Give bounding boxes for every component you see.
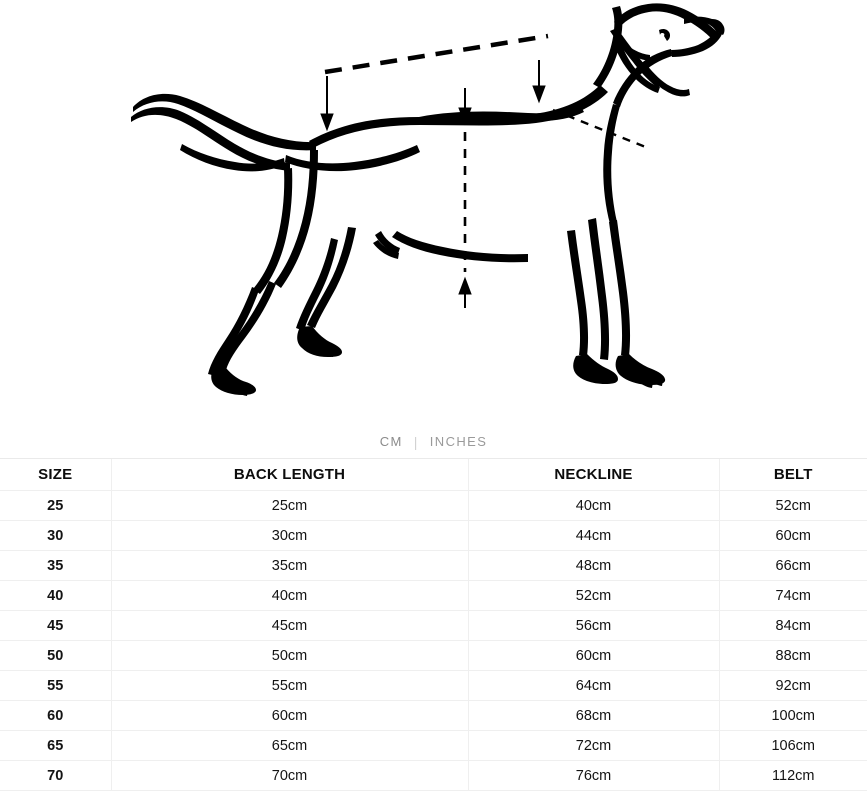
- unit-option-cm[interactable]: CM: [379, 433, 403, 449]
- table-row: 45 45cm 56cm 84cm: [0, 610, 867, 641]
- cell-neckline: 76cm: [468, 760, 720, 791]
- cell-neckline: 52cm: [468, 580, 720, 611]
- column-header-back-length: BACK LENGTH: [111, 459, 469, 491]
- cell-size: 25: [0, 490, 112, 521]
- cell-belt: 112cm: [719, 760, 867, 791]
- back-arrow-2: [458, 88, 472, 126]
- table-row: 50 50cm 60cm 88cm: [0, 640, 867, 671]
- table-row: 35 35cm 48cm 66cm: [0, 550, 867, 581]
- cell-back-length: 40cm: [111, 580, 469, 611]
- measurement-arrows: [320, 60, 546, 308]
- cell-back-length: 70cm: [111, 760, 469, 791]
- unit-separator: |: [413, 433, 419, 450]
- cell-back-length: 50cm: [111, 640, 469, 671]
- cell-neckline: 72cm: [468, 730, 720, 761]
- cell-neckline: 56cm: [468, 610, 720, 641]
- cell-belt: 92cm: [719, 670, 867, 701]
- cell-back-length: 55cm: [111, 670, 469, 701]
- cell-belt: 100cm: [719, 700, 867, 731]
- dog-outline: [131, 3, 725, 396]
- table-body: 25 25cm 40cm 52cm 30 30cm 44cm 60cm 35 3…: [0, 490, 867, 791]
- cell-back-length: 30cm: [111, 520, 469, 551]
- neckline-dashed-line: [552, 108, 649, 150]
- column-header-belt: BELT: [719, 459, 867, 491]
- unit-option-inches[interactable]: INCHES: [429, 433, 488, 449]
- table-row: 60 60cm 68cm 100cm: [0, 700, 867, 731]
- table-row: 55 55cm 64cm 92cm: [0, 670, 867, 701]
- cell-neckline: 48cm: [468, 550, 720, 581]
- cell-size: 55: [0, 670, 112, 701]
- cell-belt: 74cm: [719, 580, 867, 611]
- cell-belt: 60cm: [719, 520, 867, 551]
- column-header-neckline: NECKLINE: [468, 459, 720, 491]
- cell-size: 50: [0, 640, 112, 671]
- table-row: 25 25cm 40cm 52cm: [0, 490, 867, 521]
- measurement-annotations: [324, 33, 649, 272]
- back-length-dashed-line: [324, 33, 549, 75]
- back-arrow-1: [320, 76, 334, 132]
- back-arrow-3: [532, 60, 546, 104]
- cell-neckline: 64cm: [468, 670, 720, 701]
- column-header-size: SIZE: [0, 459, 112, 491]
- table-row: 40 40cm 52cm 74cm: [0, 580, 867, 611]
- table-row: 70 70cm 76cm 112cm: [0, 760, 867, 791]
- cell-neckline: 44cm: [468, 520, 720, 551]
- cell-back-length: 35cm: [111, 550, 469, 581]
- table-row: 65 65cm 72cm 106cm: [0, 730, 867, 761]
- cell-back-length: 65cm: [111, 730, 469, 761]
- cell-belt: 88cm: [719, 640, 867, 671]
- cell-belt: 84cm: [719, 610, 867, 641]
- cell-belt: 52cm: [719, 490, 867, 521]
- unit-toggle[interactable]: CM | INCHES: [0, 425, 867, 458]
- cell-neckline: 40cm: [468, 490, 720, 521]
- cell-belt: 66cm: [719, 550, 867, 581]
- cell-size: 30: [0, 520, 112, 551]
- dog-measurement-illustration: [131, 3, 725, 396]
- cell-size: 65: [0, 730, 112, 761]
- table-header-row: SIZE BACK LENGTH NECKLINE BELT: [0, 459, 867, 491]
- size-chart-table: SIZE BACK LENGTH NECKLINE BELT 25 25cm 4…: [0, 459, 867, 791]
- dog-diagram-svg: [131, 3, 725, 396]
- cell-back-length: 60cm: [111, 700, 469, 731]
- cell-belt: 106cm: [719, 730, 867, 761]
- size-table-wrapper: SIZE BACK LENGTH NECKLINE BELT 25 25cm 4…: [0, 458, 867, 791]
- cell-size: 60: [0, 700, 112, 731]
- cell-size: 40: [0, 580, 112, 611]
- cell-neckline: 68cm: [468, 700, 720, 731]
- cell-size: 35: [0, 550, 112, 581]
- cell-size: 70: [0, 760, 112, 791]
- cell-back-length: 45cm: [111, 610, 469, 641]
- cell-size: 45: [0, 610, 112, 641]
- table-row: 30 30cm 44cm 60cm: [0, 520, 867, 551]
- table-header: SIZE BACK LENGTH NECKLINE BELT: [0, 459, 867, 491]
- cell-back-length: 25cm: [111, 490, 469, 521]
- cell-neckline: 60cm: [468, 640, 720, 671]
- belt-arrow-up: [458, 276, 472, 308]
